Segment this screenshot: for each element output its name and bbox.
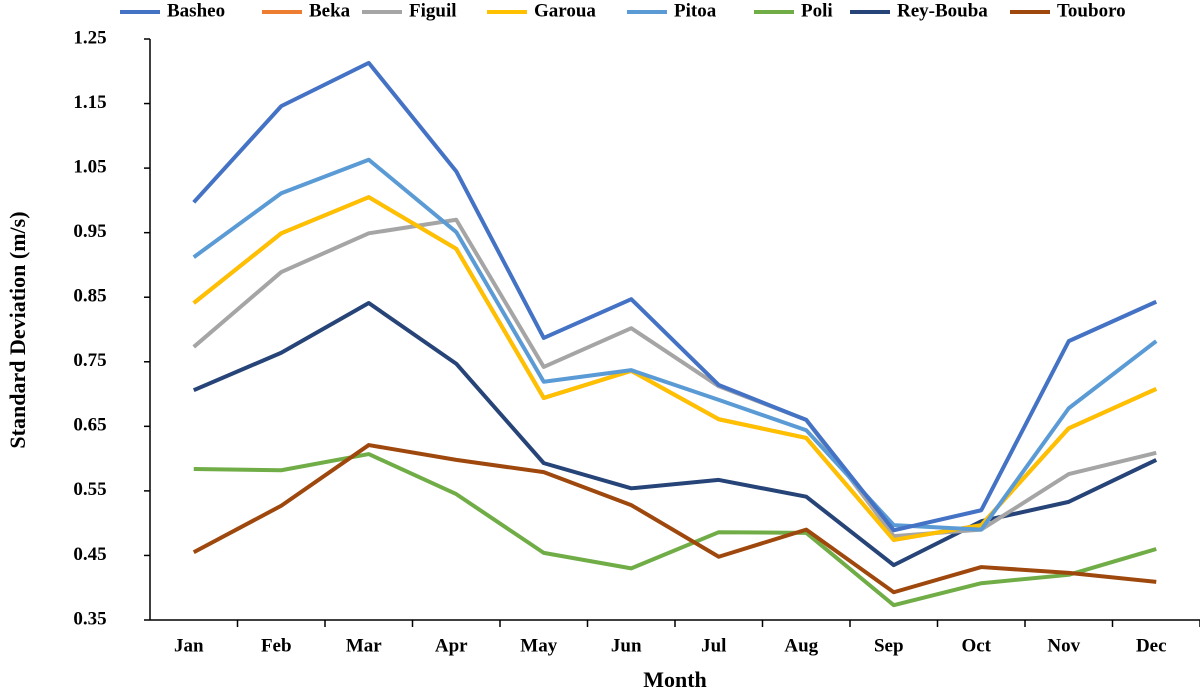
y-tick-label: 0.35 [73, 608, 106, 629]
y-tick-label: 0.85 [73, 286, 106, 307]
legend-label: Garoua [534, 0, 596, 21]
legend-label: Basheo [167, 0, 225, 21]
series-line [192, 60, 1158, 533]
x-tick-label: Sep [874, 635, 904, 656]
legend-label: Pitoa [674, 0, 717, 21]
legend-label: Rey-Bouba [897, 0, 988, 21]
x-tick-label: Jan [174, 635, 204, 656]
series-line [192, 157, 1158, 532]
series-line [192, 443, 1157, 595]
y-tick-label: 0.45 [73, 544, 106, 565]
x-tick-label: Jul [701, 635, 726, 656]
y-tick-label: 0.55 [73, 479, 106, 500]
x-tick-label: Apr [435, 635, 468, 656]
x-tick-label: Mar [346, 635, 382, 656]
x-tick-label: Dec [1136, 635, 1167, 656]
x-tick-label: Aug [784, 635, 818, 656]
y-tick-label: 0.95 [73, 221, 106, 242]
x-tick-label: May [520, 635, 557, 656]
x-tick-label: Jun [611, 635, 642, 656]
legend-label: Poli [801, 0, 833, 21]
x-tick-label: Feb [261, 635, 292, 656]
legend-label: Touboro [1057, 0, 1126, 21]
legend-label: Beka [309, 0, 351, 21]
x-tick-label: Oct [961, 635, 991, 656]
y-tick-label: 1.05 [73, 156, 106, 177]
y-tick-label: 1.25 [73, 27, 106, 48]
y-tick-label: 0.65 [73, 415, 106, 436]
y-tick-label: 0.75 [73, 350, 106, 371]
x-axis-title: Month [643, 667, 707, 691]
x-tick-label: Nov [1047, 635, 1080, 656]
legend-label: Figuil [409, 0, 457, 21]
series-line [192, 217, 1157, 539]
y-axis-title: Standard Deviation (m/s) [5, 211, 30, 448]
y-tick-label: 1.15 [73, 92, 106, 113]
